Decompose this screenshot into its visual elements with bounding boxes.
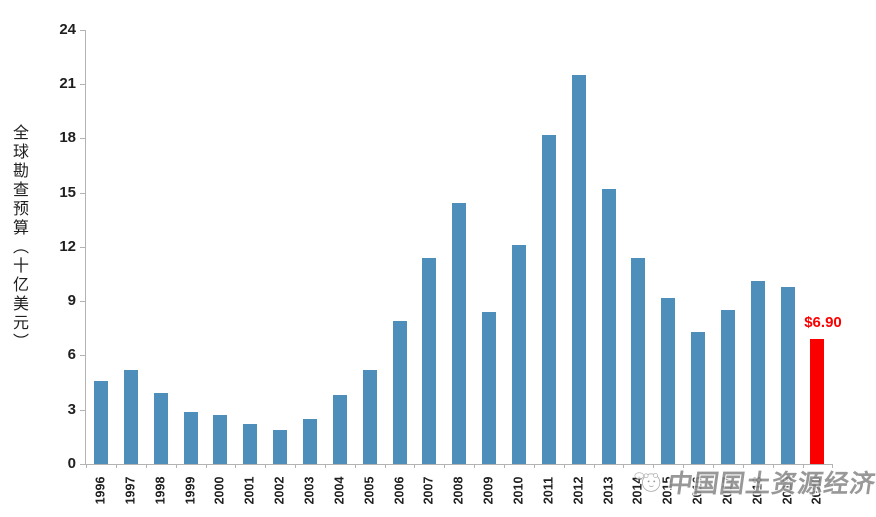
x-tick-mark xyxy=(414,464,416,468)
watermark-text: 中国国土资源经济 xyxy=(665,470,876,498)
x-tick-mark xyxy=(175,464,177,468)
bar xyxy=(452,203,467,464)
bar xyxy=(541,134,556,464)
x-tick-mark xyxy=(742,464,744,468)
bar xyxy=(94,380,108,464)
bar xyxy=(422,257,437,464)
bar xyxy=(571,74,586,464)
x-tick-label: 1997 xyxy=(123,476,138,505)
x-tick-mark xyxy=(832,464,834,468)
x-tick-mark xyxy=(444,464,446,468)
y-axis-line xyxy=(85,30,86,464)
x-tick-label: 2013 xyxy=(601,476,615,505)
x-tick-label: 1999 xyxy=(183,476,198,505)
x-tick-label: 2007 xyxy=(421,476,436,505)
bar xyxy=(780,286,795,464)
y-tick-label: 21 xyxy=(59,75,76,92)
bar xyxy=(511,245,526,464)
x-tick-label: 2006 xyxy=(392,476,406,505)
x-tick-mark xyxy=(772,464,774,468)
y-tick-mark xyxy=(80,301,85,302)
y-tick-mark xyxy=(80,193,85,194)
watermark-mascot-icon xyxy=(634,472,661,492)
x-tick-mark xyxy=(683,464,685,468)
x-tick-mark xyxy=(593,464,595,468)
bar xyxy=(720,310,735,464)
bar xyxy=(213,415,228,464)
bar xyxy=(750,281,765,464)
y-tick-label: 6 xyxy=(67,346,76,363)
y-tick-mark xyxy=(80,464,85,465)
y-tick-mark xyxy=(80,410,85,411)
x-tick-mark xyxy=(115,464,117,468)
y-tick-label: 12 xyxy=(59,238,76,255)
bar xyxy=(482,312,497,464)
y-tick-label: 24 xyxy=(59,21,76,38)
x-tick-mark xyxy=(533,464,535,468)
x-tick-label: 2008 xyxy=(451,476,466,505)
x-tick-mark xyxy=(145,464,147,468)
x-tick-label: 1998 xyxy=(153,476,168,505)
x-tick-mark xyxy=(354,464,356,468)
x-axis-line xyxy=(85,464,833,465)
highlight-value-label: $6.90 xyxy=(804,314,842,331)
bar xyxy=(153,393,168,464)
x-tick-label: 2005 xyxy=(362,476,377,505)
x-tick-mark xyxy=(653,464,655,468)
bar xyxy=(332,395,347,464)
y-axis-title: 全球勘查预算（十亿美元） xyxy=(10,124,27,352)
x-tick-mark xyxy=(265,464,267,468)
bar-highlighted xyxy=(810,339,825,464)
x-tick-mark xyxy=(324,464,326,468)
x-tick-mark xyxy=(384,464,386,468)
bar xyxy=(631,257,646,464)
x-tick-mark xyxy=(563,464,565,468)
y-tick-mark xyxy=(80,138,85,139)
x-tick-label: 2003 xyxy=(302,476,317,505)
y-tick-mark xyxy=(80,247,85,248)
x-tick-mark xyxy=(802,464,804,468)
watermark: 中国国土资源经济 xyxy=(633,460,876,504)
y-tick-label: 9 xyxy=(67,292,76,309)
bar xyxy=(362,369,377,464)
bar xyxy=(661,297,676,464)
y-tick-label: 15 xyxy=(59,184,76,201)
x-tick-mark xyxy=(235,464,237,468)
x-tick-mark xyxy=(205,464,207,468)
x-tick-mark xyxy=(86,464,88,468)
bar xyxy=(303,418,317,465)
y-tick-mark xyxy=(80,355,85,356)
x-tick-label: 2001 xyxy=(242,476,257,505)
bar xyxy=(183,411,198,464)
bar xyxy=(273,429,288,464)
x-tick-label: 2000 xyxy=(212,476,227,505)
x-tick-label: 2012 xyxy=(571,476,586,505)
y-tick-label: 3 xyxy=(67,401,76,418)
x-tick-label: 2011 xyxy=(541,476,556,505)
x-tick-mark xyxy=(712,464,714,468)
x-tick-label: 2010 xyxy=(511,476,526,505)
bar xyxy=(601,188,616,464)
y-tick-label: 18 xyxy=(59,129,76,146)
bar xyxy=(392,321,407,464)
y-tick-label: 0 xyxy=(67,455,76,472)
x-tick-label: 2009 xyxy=(481,476,496,505)
bar xyxy=(691,331,705,464)
x-tick-mark xyxy=(295,464,296,468)
x-tick-mark xyxy=(474,464,476,468)
x-tick-label: 2004 xyxy=(332,476,347,505)
bar xyxy=(123,369,138,464)
x-tick-mark xyxy=(504,464,505,468)
x-tick-mark xyxy=(623,464,625,468)
bar xyxy=(243,424,258,464)
x-tick-label: 2002 xyxy=(272,476,287,505)
y-tick-mark xyxy=(80,84,85,85)
y-tick-mark xyxy=(80,30,85,31)
x-tick-label: 1996 xyxy=(93,476,108,505)
